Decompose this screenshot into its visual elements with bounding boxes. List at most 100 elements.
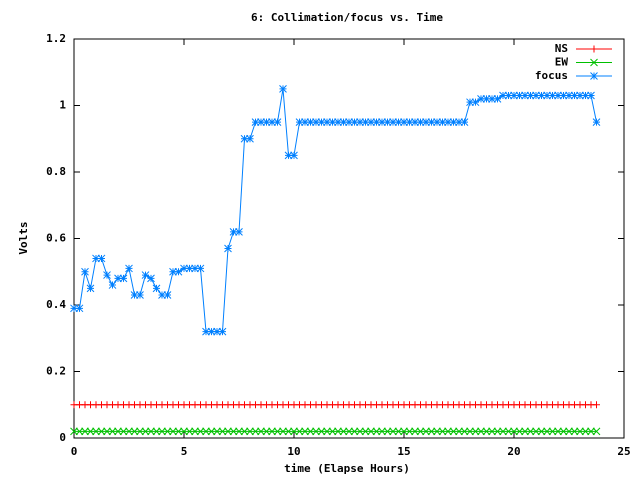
point-marker	[389, 118, 397, 126]
point-marker	[323, 427, 331, 436]
point-marker	[449, 427, 458, 436]
point-marker	[576, 427, 584, 436]
point-marker	[433, 427, 441, 436]
point-marker	[477, 427, 485, 436]
point-marker	[119, 427, 128, 436]
point-marker	[196, 427, 205, 436]
point-marker	[262, 427, 271, 436]
point-marker	[213, 427, 221, 436]
point-marker	[510, 91, 518, 100]
point-marker	[163, 291, 172, 299]
point-marker	[356, 427, 364, 436]
point-marker	[268, 427, 276, 436]
point-marker	[284, 151, 293, 160]
point-marker	[416, 118, 425, 126]
point-marker	[466, 98, 474, 107]
point-marker	[405, 118, 414, 126]
point-marker	[235, 227, 243, 236]
point-marker	[537, 427, 546, 436]
point-marker	[130, 427, 139, 436]
point-marker	[372, 118, 381, 126]
point-marker	[158, 427, 166, 436]
point-marker	[273, 118, 282, 126]
point-marker	[438, 427, 447, 436]
x-tick-label: 15	[397, 445, 410, 458]
point-marker	[422, 118, 430, 126]
point-marker	[174, 267, 183, 276]
point-marker	[328, 118, 337, 126]
point-marker	[125, 264, 133, 273]
point-marker	[328, 427, 337, 436]
point-marker	[543, 91, 551, 100]
point-marker	[526, 91, 535, 100]
point-marker	[593, 401, 600, 409]
point-marker	[389, 427, 397, 436]
point-marker	[367, 118, 375, 126]
point-marker	[521, 91, 529, 100]
point-marker	[548, 427, 557, 436]
point-marker	[136, 427, 144, 436]
point-marker	[477, 94, 485, 103]
point-marker	[394, 427, 403, 436]
point-marker	[262, 118, 271, 126]
point-marker	[367, 427, 375, 436]
x-axis-label: time (Elapse Hours)	[284, 462, 410, 475]
point-marker	[400, 427, 408, 436]
point-marker	[202, 327, 210, 336]
point-marker	[411, 427, 419, 436]
y-tick-label: 0.2	[46, 365, 66, 378]
point-marker	[240, 427, 249, 436]
point-marker	[312, 118, 320, 126]
point-marker	[559, 91, 568, 100]
point-marker	[312, 427, 320, 436]
point-marker	[488, 94, 496, 103]
point-marker	[70, 304, 78, 313]
point-marker	[317, 118, 326, 126]
point-marker	[482, 94, 491, 103]
y-tick-label: 0	[59, 431, 66, 444]
y-tick-label: 0.6	[46, 232, 66, 245]
point-marker	[592, 118, 601, 126]
point-marker	[444, 427, 452, 436]
point-marker	[180, 427, 188, 436]
point-marker	[438, 118, 447, 126]
point-marker	[356, 118, 364, 126]
point-marker	[526, 427, 535, 436]
point-marker	[532, 91, 540, 100]
point-marker	[449, 118, 458, 126]
point-marker	[169, 427, 177, 436]
point-marker	[290, 151, 298, 160]
point-marker	[218, 327, 227, 336]
legend-label: EW	[555, 56, 569, 69]
legend-marker	[590, 58, 598, 67]
point-marker	[570, 91, 579, 100]
point-marker	[471, 427, 480, 436]
point-marker	[510, 427, 518, 436]
point-marker	[119, 274, 128, 283]
legend-marker	[590, 72, 598, 80]
point-marker	[185, 427, 194, 436]
point-marker	[460, 427, 469, 436]
point-marker	[114, 274, 122, 283]
point-marker	[576, 91, 584, 100]
point-marker	[229, 227, 238, 236]
point-marker	[257, 427, 265, 436]
point-marker	[301, 427, 309, 436]
point-marker	[427, 118, 436, 126]
point-marker	[75, 304, 84, 313]
point-marker	[559, 427, 568, 436]
point-marker	[306, 118, 315, 126]
chart-title: 6: Collimation/focus vs. Time	[251, 11, 443, 24]
point-marker	[268, 118, 276, 126]
point-marker	[103, 271, 111, 279]
point-marker	[521, 427, 529, 436]
point-marker	[257, 118, 265, 126]
point-marker	[383, 427, 392, 436]
point-marker	[422, 427, 430, 436]
point-marker	[504, 427, 513, 436]
point-marker	[416, 427, 425, 436]
point-marker	[581, 427, 590, 436]
point-marker	[92, 254, 100, 263]
point-marker	[213, 327, 221, 336]
